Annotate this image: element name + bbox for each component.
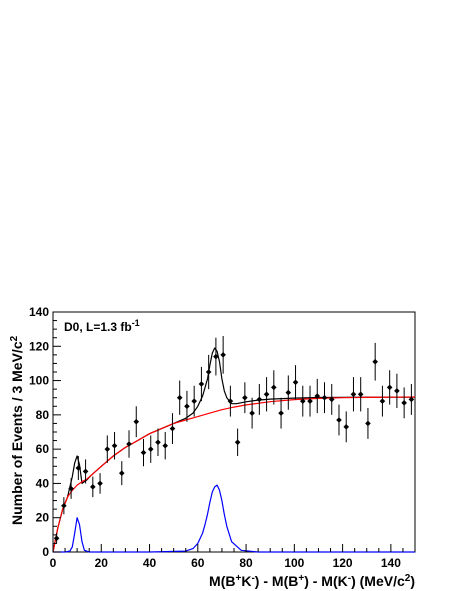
x-axis-title: M(B+K-) - M(B+) - M(K-) (MeV/c2) bbox=[209, 573, 415, 589]
data-point bbox=[213, 353, 219, 360]
data-point bbox=[176, 394, 183, 401]
data-point bbox=[386, 384, 393, 391]
data-point bbox=[365, 420, 371, 427]
y-tick-label: 40 bbox=[36, 476, 50, 490]
data-point bbox=[90, 484, 96, 490]
data-point bbox=[205, 369, 212, 375]
y-tick-label: 120 bbox=[29, 339, 49, 353]
x-tick-label: 40 bbox=[143, 556, 157, 570]
data-point bbox=[220, 352, 226, 358]
data-point bbox=[133, 418, 140, 425]
data-point bbox=[126, 441, 132, 447]
y-tick-label: 80 bbox=[36, 408, 50, 422]
y-axis-title: Number of Events / 3 MeV/c2 bbox=[9, 335, 25, 525]
data-point bbox=[307, 398, 313, 404]
data-point bbox=[372, 358, 378, 365]
x-tick-label: 120 bbox=[333, 556, 353, 570]
data-point bbox=[256, 396, 263, 403]
data-point bbox=[53, 535, 60, 542]
data-point bbox=[357, 391, 364, 398]
data-point bbox=[155, 439, 161, 446]
data-point bbox=[263, 391, 270, 398]
data-point bbox=[75, 465, 82, 471]
y-tick-label: 140 bbox=[29, 305, 49, 319]
y-tick-label: 20 bbox=[36, 511, 50, 525]
data-point bbox=[401, 400, 407, 406]
data-point bbox=[184, 403, 190, 410]
data-point bbox=[299, 398, 306, 404]
data-point bbox=[169, 425, 176, 432]
x-tick-label: 60 bbox=[191, 556, 205, 570]
data-point bbox=[111, 442, 118, 449]
data-point bbox=[198, 381, 205, 387]
data-point bbox=[97, 480, 103, 487]
data-point bbox=[82, 468, 89, 475]
annotation: D0, L=1.3 fb-1 bbox=[64, 318, 140, 334]
series-curve-3 bbox=[53, 484, 415, 553]
data-point bbox=[328, 396, 335, 403]
data-point bbox=[118, 470, 125, 476]
data-point bbox=[271, 384, 277, 391]
data-point bbox=[394, 388, 400, 394]
data-point bbox=[292, 379, 299, 386]
data-point bbox=[285, 389, 292, 396]
data-point bbox=[104, 446, 111, 452]
data-point bbox=[314, 393, 321, 399]
tick-labels: 0 20 40 60 80 100 120 140 0 20 40 60 80 100 120 140 bbox=[29, 305, 401, 570]
y-tick-label: 100 bbox=[29, 374, 49, 388]
data-point bbox=[68, 485, 74, 492]
data-point bbox=[350, 391, 357, 398]
data-point bbox=[242, 394, 248, 401]
data-point bbox=[408, 396, 415, 403]
data-point bbox=[162, 442, 169, 449]
x-tick-label: 100 bbox=[284, 556, 304, 570]
data-point bbox=[61, 502, 67, 509]
x-tick-label: 20 bbox=[95, 556, 109, 570]
data-point bbox=[140, 449, 147, 456]
y-tick-label: 0 bbox=[42, 545, 49, 559]
data-point bbox=[343, 424, 350, 430]
data-point bbox=[321, 394, 328, 401]
data-point bbox=[191, 398, 197, 404]
data-points bbox=[53, 336, 415, 544]
data-point bbox=[227, 398, 234, 404]
x-tick-label: 80 bbox=[239, 556, 253, 570]
data-point bbox=[379, 398, 386, 404]
data-point bbox=[336, 417, 342, 423]
data-point bbox=[234, 439, 241, 446]
y-tick-label: 60 bbox=[36, 442, 50, 456]
data-point bbox=[147, 446, 154, 452]
x-tick-label: 0 bbox=[50, 556, 57, 570]
x-tick-label: 140 bbox=[381, 556, 401, 570]
data-point bbox=[249, 410, 255, 416]
plot-frame bbox=[52, 311, 416, 553]
axis-ticks bbox=[52, 311, 416, 553]
series-curve-2 bbox=[52, 396, 416, 553]
data-point bbox=[278, 410, 284, 416]
